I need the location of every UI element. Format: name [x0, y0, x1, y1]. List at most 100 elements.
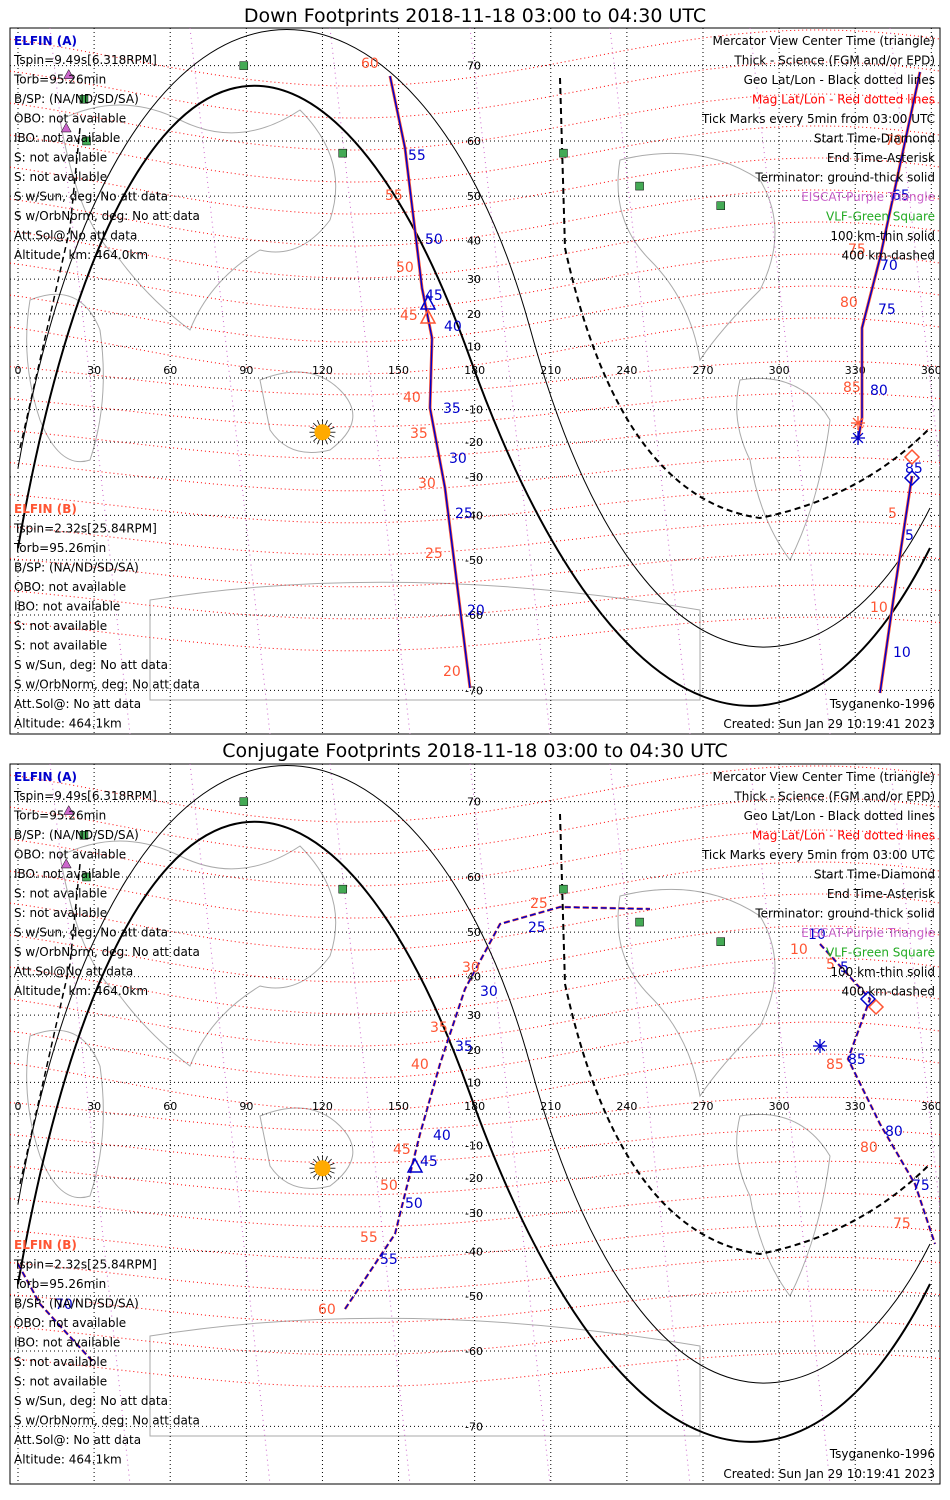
coastline — [259, 371, 354, 453]
elfin-a-info-line: B/SP: (NA/ND/SD/SA) — [14, 92, 139, 106]
mag-meridian — [189, 28, 271, 734]
legend-item: Geo Lat/Lon - Black dotted lines — [744, 73, 935, 87]
lon-tick-label: 30 — [87, 1100, 101, 1113]
created-label: Created: Sun Jan 29 10:19:41 2023 — [723, 1467, 935, 1481]
lon-tick-label: 360 — [921, 1100, 942, 1113]
diamond-icon — [859, 990, 877, 1008]
elfin-a-tick-label: 5 — [840, 960, 849, 976]
vlf-station-square — [338, 148, 347, 158]
elfin-b-tick-label: 50 — [380, 1178, 398, 1194]
elfin-b-tick-label: 55 — [385, 188, 403, 204]
mag-meridian — [469, 764, 551, 1484]
sun-icon — [309, 1155, 336, 1182]
legend-item: Tick Marks every 5min from 03:00 UTC — [701, 112, 935, 126]
elfin-a-info-line: Torb=95.26min — [13, 73, 106, 87]
coastline — [736, 377, 831, 561]
elfin-b-info-line: Torb=95.26min — [13, 1277, 106, 1291]
elfin-b-tick-label: 35 — [430, 1020, 448, 1036]
elfin-b-tick-label: 40 — [411, 1057, 429, 1073]
elfin-a-tick-label: 35 — [443, 401, 461, 417]
legend-item: VLF-Green Square — [826, 210, 935, 224]
lon-tick-label: 120 — [312, 364, 333, 377]
vlf-station-square — [559, 884, 568, 894]
coastline — [736, 1113, 831, 1297]
legend-item: EISCAT-Purple Triangle — [801, 926, 935, 940]
elfin-b-tick-label: 75 — [893, 1216, 911, 1232]
coastline — [259, 1107, 354, 1189]
elfin-a-tick-label: 20 — [467, 603, 485, 619]
panel-map-area: 0 30 60 90 120 150 180 210 240 270 300 330 360 70 60 50… — [10, 764, 942, 1484]
lat-tick-label: -20 — [465, 436, 483, 449]
lat-tick-label: 50 — [467, 190, 481, 203]
elfin-b-tick-label: 10 — [870, 600, 888, 616]
legend-item: End Time-Asterisk — [827, 151, 935, 165]
lon-tick-label: 90 — [239, 1100, 253, 1113]
lon-tick-label: 30 — [87, 364, 101, 377]
diamond-icon — [903, 469, 921, 487]
sun-disc — [314, 424, 331, 441]
elfin-a-info-line: Tspin=9.49s[6.318RPM] — [13, 789, 157, 803]
elfin-a-info-line: Att.Sol@:No att data — [14, 229, 137, 243]
lat-tick-label: -70 — [465, 684, 483, 697]
lat-tick-label: -10 — [465, 1140, 483, 1153]
elfin-a-info-line: IBO: not available — [14, 867, 120, 881]
elfin-b-info-line: Torb=95.26min — [13, 541, 106, 555]
lat-tick-label: -10 — [465, 404, 483, 417]
triangle-icon — [419, 308, 437, 324]
lon-tick-label: 300 — [769, 364, 790, 377]
elfin-a-info-line: S w/OrbNorm, deg: No att data — [14, 945, 200, 959]
lat-tick-label: -30 — [465, 1207, 483, 1220]
vlf-station-square — [716, 937, 725, 946]
mag-meridian — [609, 764, 691, 1484]
elfin-a-tick-label: 25 — [455, 506, 473, 522]
elfin-a-tick-label: 85 — [848, 1052, 866, 1068]
mag-meridian — [749, 28, 831, 734]
elfin-a-tick-label: 50 — [425, 232, 443, 248]
legend-item: End Time-Asterisk — [827, 887, 935, 901]
lat-tick-label: 20 — [467, 1044, 481, 1057]
elfin-a-tick-label: 30 — [480, 984, 498, 1000]
terminator-400km-west — [19, 127, 81, 449]
elfin-a-tick-label: 50 — [405, 1196, 423, 1212]
elfin-b-tick-label: 75 — [848, 242, 866, 258]
elfin-a-info-line: Att.Sol@No att data — [14, 965, 133, 979]
down-panel-title: Down Footprints 2018-11-18 03:00 to 04:3… — [243, 5, 707, 27]
legend-item: Mag Lat/Lon - Red dotted lines — [752, 93, 935, 107]
elfin-b-tick-label: 85 — [843, 380, 861, 396]
coastline — [26, 293, 104, 462]
elfin-a-info-line: Tspin=9.49s[6.318RPM] — [13, 53, 157, 67]
diamond-icon — [903, 448, 921, 466]
mag-meridian — [889, 764, 940, 1214]
legend-item: Tick Marks every 5min from 03:00 UTC — [701, 848, 935, 862]
elfin-a-info-line: Altitude, km: 464.0km — [14, 984, 148, 998]
elfin-a-tick-label: 55 — [408, 148, 426, 164]
elfin-a-info-line: S: not available — [14, 906, 107, 920]
elfin-a-tick-label: 65 — [892, 188, 910, 204]
vlf-station-square — [239, 797, 249, 806]
elfin-a-info-line: IBO: not available — [14, 131, 120, 145]
coastline — [617, 152, 776, 362]
elfin-b-tick-label: 70 — [885, 133, 903, 149]
asterisk-stroke — [852, 432, 864, 444]
lat-tick-label: -70 — [465, 1420, 483, 1433]
coastline — [149, 1317, 701, 1437]
lat-tick-label: 60 — [467, 871, 481, 884]
lat-tick-label: 30 — [467, 1009, 481, 1022]
lat-tick-label: 70 — [467, 796, 481, 809]
lat-tick-label: -20 — [465, 1172, 483, 1185]
elfin-b-info-line: B/SP: (NA/ND/SD/SA) — [14, 561, 139, 575]
model-label: Tsyganenko-1996 — [829, 1447, 935, 1461]
elfin-b-info-line: S w/Sun, deg: No att data — [14, 658, 168, 672]
eiscat-triangle — [63, 69, 75, 79]
elfin-b-header: ELFIN (B) — [14, 502, 77, 516]
lat-tick-label: -60 — [465, 609, 483, 622]
terminator-100km — [17, 29, 931, 648]
mag-meridian — [49, 764, 131, 1484]
elfin-b-tick-label: 35 — [410, 426, 428, 442]
legend-item: 100 km-thin solid — [830, 965, 935, 979]
elfin-b-info-line: S: not available — [14, 1375, 107, 1389]
vlf-station-square — [559, 148, 568, 158]
mag-meridian — [609, 28, 691, 734]
elfin-b-tick-label: 60 — [318, 1302, 336, 1318]
